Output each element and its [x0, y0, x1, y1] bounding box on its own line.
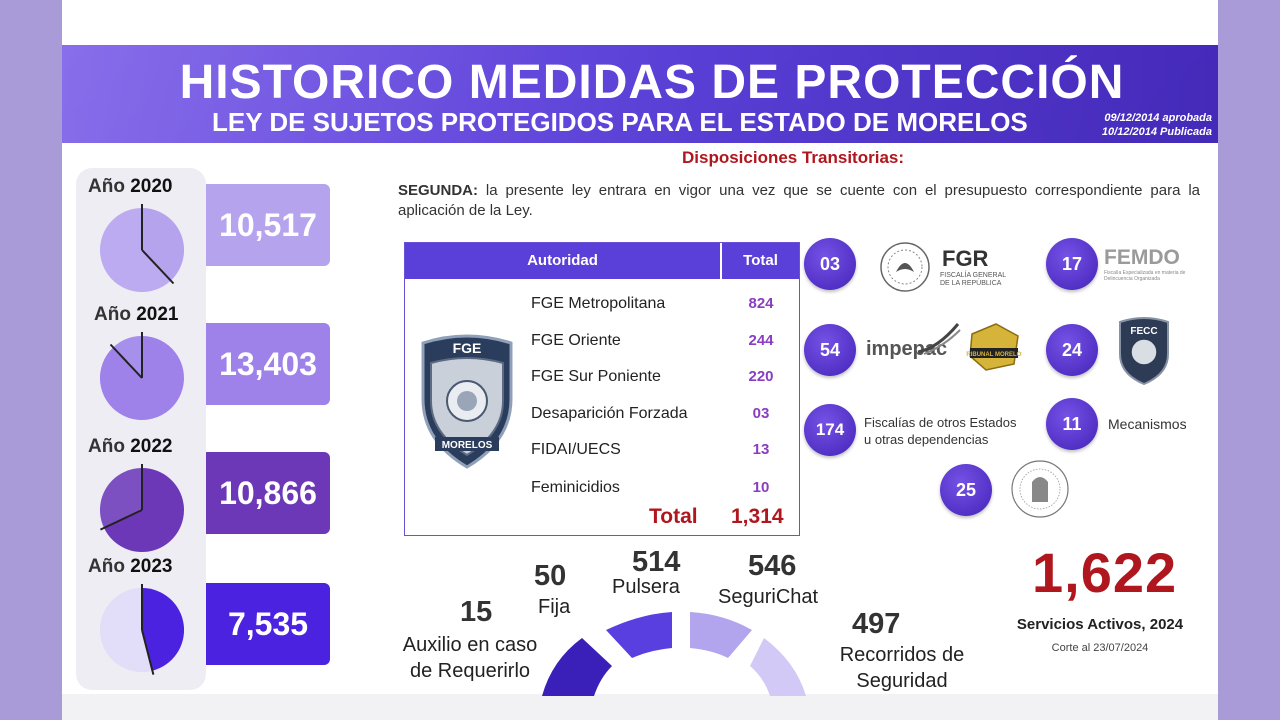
impepac-count: 54: [804, 324, 856, 376]
year-pie-chart-icon: [99, 464, 184, 552]
year-label: Año 2020: [88, 176, 173, 197]
segurichat-count: 546: [748, 550, 797, 582]
tribunal-superior-seal-icon: [1011, 460, 1069, 518]
fecc-badge-icon: FECC: [1119, 317, 1169, 386]
year-pie-chart-icon: [100, 204, 185, 292]
date-published: 10/12/2014 Publicada: [1101, 126, 1212, 138]
svg-text:MORELOS: MORELOS: [442, 440, 493, 451]
femdo-logo: FEMDO: [1104, 246, 1180, 269]
pulsera-label: Pulsera: [612, 576, 680, 598]
table-header: Autoridad Total: [405, 243, 799, 279]
otros-label: Fiscalías de otros Estados u otras depend…: [864, 415, 1017, 447]
page-subtitle: LEY DE SUJETOS PROTEGIDOS PARA EL ESTADO…: [212, 107, 1028, 137]
table-row-name: Feminicidios: [531, 479, 620, 496]
year-label: Año 2023: [88, 556, 173, 577]
table-row-value: 244: [748, 332, 774, 349]
col-total: Total: [743, 252, 778, 269]
gauge-segment-recorridos: [750, 638, 806, 696]
law-dates: 09/12/2014 aprobada 10/12/2014 Publicada: [1102, 111, 1212, 139]
cutoff-date: Corte al 23/07/2024: [1051, 642, 1149, 654]
auxilio-count: 15: [460, 596, 493, 628]
table-row-name: FIDAI/UECS: [531, 441, 621, 458]
table-row-value: 824: [748, 295, 774, 312]
recorridos-label: Recorridos de Seguridad: [839, 644, 965, 692]
segunda-text: la presente ley entrara en vigor una vez…: [398, 182, 1200, 219]
fecc-count: 24: [1046, 324, 1098, 376]
mecanismos-label: Mecanismos: [1108, 416, 1187, 432]
impepac-swoosh-icon: [917, 323, 961, 355]
gauge-segment-auxilio: [542, 638, 612, 696]
table-row-value: 03: [752, 405, 770, 422]
col-autoridad: Autoridad: [527, 252, 598, 269]
segunda-paragraph: SEGUNDA: la presente ley entrara en vigo…: [398, 181, 1200, 221]
year-pie-slice: [142, 588, 185, 671]
services-active-label: Servicios Activos, 2024: [1016, 616, 1184, 633]
gauge-segment-pulsera: [606, 612, 672, 658]
femdo-count: 17: [1046, 238, 1098, 290]
segunda-label: SEGUNDA:: [398, 182, 479, 199]
tribunal-morelos-icon: TRIBUNAL MORELOS: [966, 323, 1022, 371]
year-total-box: 13,403: [206, 323, 330, 405]
fgr-logo: FGR: [942, 246, 989, 271]
mecanismos-count: 11: [1046, 398, 1098, 450]
tsj-count: 25: [940, 464, 992, 516]
fge-badge-icon: FGE MORELOS: [421, 334, 513, 469]
otros-count: 174: [804, 404, 856, 456]
year-pie-slice: [104, 468, 184, 552]
footer-band: [62, 694, 1218, 720]
total-value: 1,314: [731, 505, 784, 528]
infographic-card: HISTORICO MEDIDAS DE PROTECCIÓN LEY DE S…: [62, 0, 1218, 720]
table-row-value: 13: [752, 441, 770, 458]
table-row-name: Desaparición Forzada: [531, 405, 688, 422]
recorridos-count: 497: [852, 608, 901, 640]
fija-count: 50: [534, 560, 567, 592]
total-label: Total: [649, 505, 698, 528]
pulsera-count: 514: [632, 546, 681, 578]
table-row-name: FGE Sur Poniente: [531, 368, 661, 385]
table-row-name: FGE Metropolitana: [531, 295, 666, 312]
year-total-box: 10,866: [206, 452, 330, 534]
table-row-name: FGE Oriente: [531, 332, 621, 349]
svg-text:TRIBUNAL MORELOS: TRIBUNAL MORELOS: [966, 352, 1022, 358]
mexico-seal-icon: [880, 242, 930, 292]
auxilio-label: Auxilio en caso de Requerirlo: [402, 634, 538, 682]
disposiciones-title: Disposiciones Transitorias:: [682, 148, 905, 167]
date-approved: 09/12/2014 aprobada: [1104, 112, 1212, 124]
header-banner: HISTORICO MEDIDAS DE PROTECCIÓN LEY DE S…: [62, 45, 1218, 143]
fgr-count: 03: [804, 238, 856, 290]
segurichat-label: SeguriChat: [718, 586, 819, 608]
gauge-segment-segurichat: [690, 612, 752, 658]
year-pie-chart-icon: [100, 584, 185, 675]
svg-text:FGE: FGE: [453, 340, 482, 356]
fgr-subtitle: FISCALÍA GENERAL DE LA REPÚBLICA: [940, 272, 1007, 287]
table-row-value: 10: [752, 479, 770, 496]
services-gauge: [542, 612, 806, 696]
table-row-value: 220: [748, 368, 774, 385]
impepac-logo: impepac: [866, 338, 948, 360]
year-total-box: 10,517: [206, 184, 330, 266]
year-label: Año 2022: [88, 436, 173, 457]
femdo-subtitle: Fiscalía Especializada en materia de Del…: [1104, 270, 1186, 282]
services-total: 1,622: [1032, 541, 1178, 604]
year-total-box: 7,535: [206, 583, 330, 665]
fija-label: Fija: [538, 596, 571, 618]
authority-table: Autoridad Total FGE MORELOS FGE Metropol…: [404, 242, 800, 536]
svg-text:FECC: FECC: [1130, 326, 1157, 337]
page-title: HISTORICO MEDIDAS DE PROTECCIÓN: [179, 56, 1125, 109]
year-pie-chart-icon: [99, 332, 184, 420]
year-pie-slice: [142, 207, 185, 281]
year-label: Año 2021: [94, 304, 179, 325]
